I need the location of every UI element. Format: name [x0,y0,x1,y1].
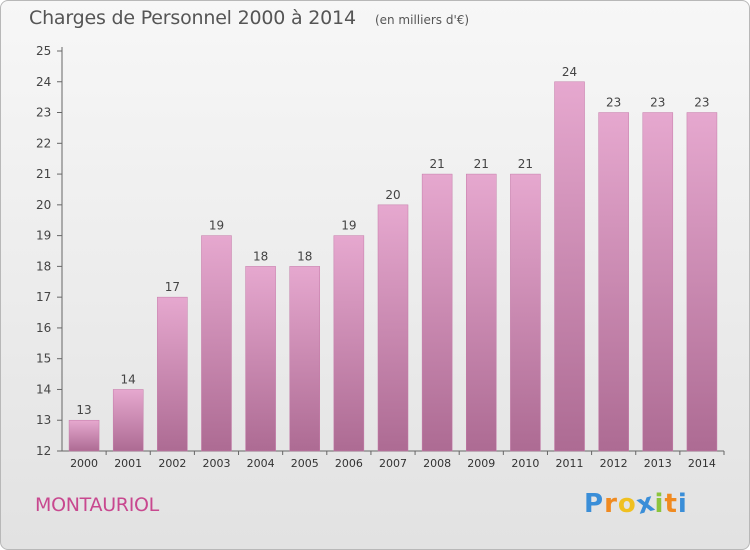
x-tick-label-2011: 2011 [556,457,584,470]
value-label-2007: 20 [385,188,400,202]
bar-2009 [466,173,497,452]
logo-letter: t [664,489,678,519]
title-row: Charges de Personnel 2000 à 2014 (en mil… [29,7,469,29]
y-tick-label: 19 [36,229,51,243]
bar-2012 [598,112,629,452]
bar-2001 [112,389,144,452]
value-label-2000: 13 [76,403,91,417]
y-tick-label: 12 [36,444,51,458]
y-tick-label: 20 [36,198,51,212]
bar-2007 [377,204,409,452]
bar-2000 [68,419,100,452]
y-tick-label: 22 [36,136,51,150]
logo-letter: P [584,489,605,519]
proxiti-logo: Proxiti [584,487,688,521]
x-tick-label-2006: 2006 [335,457,363,470]
x-tick-label-2014: 2014 [688,457,716,470]
value-label-2005: 18 [297,249,312,263]
place-name: MONTAURIOL [35,494,159,516]
bar-2008 [421,173,453,452]
y-tick-label: 14 [36,382,51,396]
value-label-2002: 17 [165,280,180,294]
bar-2006 [333,235,365,452]
value-label-2006: 19 [341,219,356,233]
value-label-2001: 14 [121,372,136,386]
bars [68,81,718,452]
x-tick-label-2000: 2000 [70,457,98,470]
bar-2014 [686,112,718,452]
bar-2002 [157,296,188,452]
y-tick-label: 21 [36,167,51,181]
value-label-2004: 18 [253,249,268,263]
value-label-2012: 23 [606,96,621,110]
x-tick-label-2008: 2008 [423,457,451,470]
bar-2010 [510,173,541,452]
x-tick-label-2007: 2007 [379,457,407,470]
logo-letter: r [604,489,618,519]
value-label-2010: 21 [518,157,533,171]
bar-2005 [289,266,320,452]
value-labels: 13 14 17 19 18 18 19 20 21 21 21 24 23 23 23 [76,65,709,417]
x-tick-label-2005: 2005 [291,457,319,470]
x-tick-label-2002: 2002 [158,457,186,470]
value-label-2008: 21 [429,157,444,171]
value-label-2014: 23 [694,96,709,110]
bar-2011 [554,81,585,452]
x-tick-label-2009: 2009 [467,457,495,470]
x-tick-label-2013: 2013 [644,457,672,470]
bar-2004 [245,266,276,452]
y-tick-label: 16 [36,321,51,335]
logo-letter: o [617,489,637,519]
chart-unit: (en milliers d'€) [374,13,470,27]
x-tick-label-2001: 2001 [114,457,142,470]
value-label-2009: 21 [474,157,489,171]
bar-2003 [201,235,232,452]
y-tick-label: 17 [36,290,51,304]
value-label-2011: 24 [562,65,577,79]
y-tick-label: 13 [36,413,51,427]
y-tick-label: 15 [36,352,51,366]
x-tick-label-2010: 2010 [511,457,539,470]
x-tick-label-2004: 2004 [247,457,275,470]
logo-letter: i [677,489,688,519]
y-tick-label: 23 [36,106,51,120]
logo-letter: i [654,489,665,519]
y-tick-label: 25 [36,44,51,58]
bar-2013 [642,112,674,452]
x-tick-label-2003: 2003 [202,457,230,470]
x-tick-label-2012: 2012 [600,457,628,470]
y-tick-label: 18 [36,259,51,273]
chart-title: Charges de Personnel 2000 à 2014 [29,7,356,29]
y-tick-label: 24 [36,75,51,89]
value-label-2013: 23 [650,96,665,110]
value-label-2003: 19 [209,219,224,233]
